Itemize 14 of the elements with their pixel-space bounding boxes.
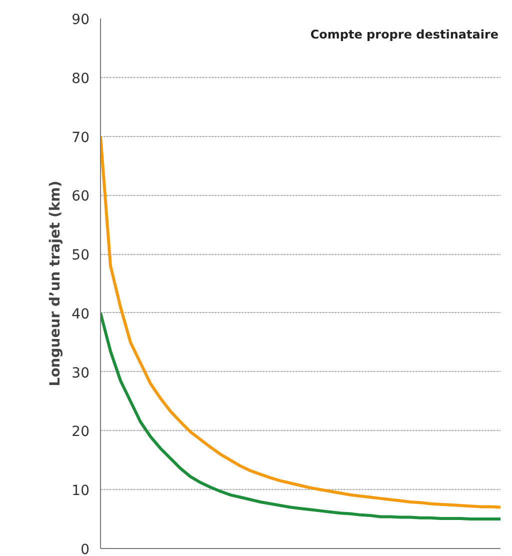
y-axis-title: Longueur d’un trajet (km) xyxy=(48,180,64,386)
line-series xyxy=(100,134,500,509)
y-tick-label: 0 xyxy=(80,542,90,556)
annotation: Compte propre destinataire xyxy=(310,28,498,42)
line-series xyxy=(100,311,500,521)
y-tick-label: 20 xyxy=(72,424,90,440)
y-tick-label: 70 xyxy=(72,130,90,146)
y-tick-label: 40 xyxy=(72,306,90,322)
y-tick-label: 80 xyxy=(72,70,90,87)
y-tick-label: 60 xyxy=(72,188,90,205)
y-tick-label: 50 xyxy=(72,248,90,264)
y-tick-label: 10 xyxy=(72,483,90,500)
y-tick-label: 30 xyxy=(72,365,90,382)
y-tick-label: 90 xyxy=(72,12,90,28)
